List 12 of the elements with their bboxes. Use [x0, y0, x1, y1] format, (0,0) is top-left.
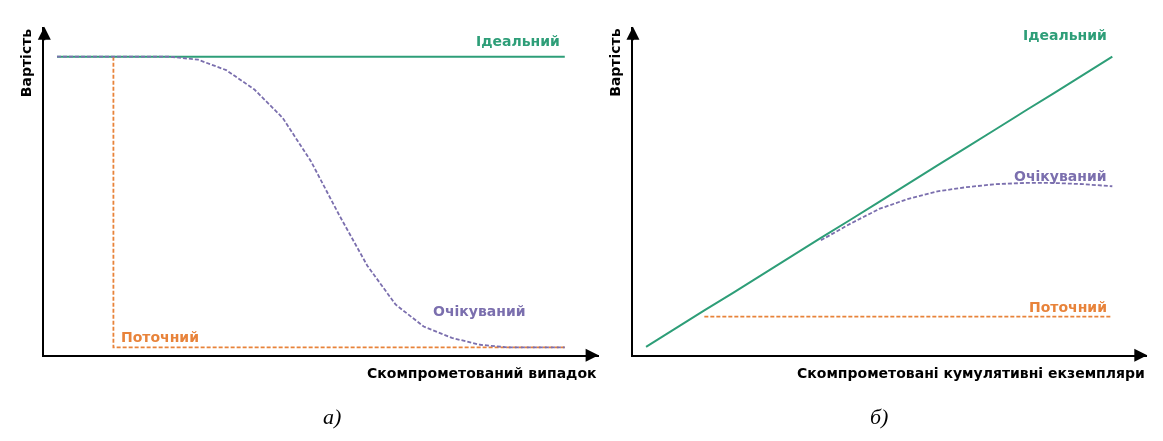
y-axis-title: Вартість — [607, 28, 624, 97]
text: б) — [870, 404, 889, 429]
text: а) — [323, 404, 342, 429]
y-axis-title: Вартість — [18, 28, 35, 98]
x-axis-title: Скомпрометований випадок — [367, 365, 598, 381]
series-label: Поточний — [1029, 299, 1107, 315]
series-label: Поточний — [121, 329, 199, 345]
series-label: Очікуваний — [433, 303, 526, 319]
series-label: Ідеальний — [476, 33, 560, 49]
x-axis-title: Скомпрометовані кумулятивні екземпляри — [797, 365, 1145, 381]
series-label: Очікуваний — [1014, 168, 1107, 184]
series-label: Ідеальний — [1023, 27, 1107, 43]
